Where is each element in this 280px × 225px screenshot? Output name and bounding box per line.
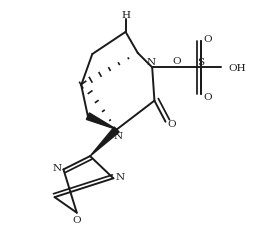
Text: N: N [115,172,125,181]
Text: O: O [73,215,81,224]
Text: N: N [146,58,156,67]
Text: O: O [172,57,181,66]
Text: N: N [52,163,61,172]
Text: OH: OH [229,64,246,72]
Polygon shape [90,127,119,156]
Text: O: O [203,35,212,44]
Text: O: O [203,92,212,101]
Text: O: O [168,120,176,129]
Polygon shape [86,113,117,130]
Text: N: N [113,132,122,141]
Text: S: S [197,58,205,67]
Text: H: H [121,11,130,20]
